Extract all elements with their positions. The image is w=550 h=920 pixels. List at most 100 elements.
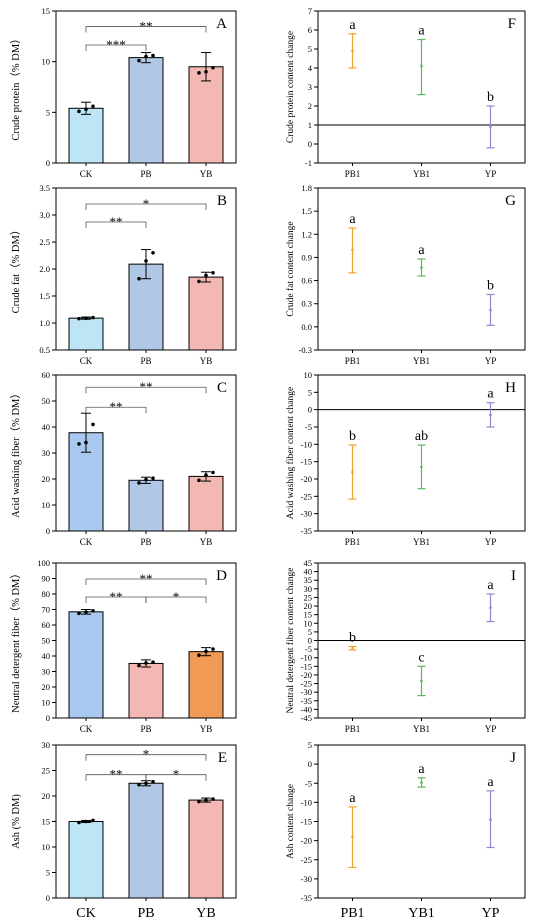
y-tick-label: 80	[42, 589, 51, 599]
y-tick-label: 0	[46, 713, 50, 723]
data-point	[204, 473, 208, 477]
panel-letter: G	[505, 193, 516, 209]
y-axis-label: Crude protein content change	[286, 31, 296, 143]
significance-label: *	[173, 589, 180, 604]
data-point	[151, 779, 155, 784]
data-point	[204, 649, 208, 654]
mean-point	[489, 125, 492, 129]
y-tick-label: 25	[304, 592, 313, 602]
y-tick-label: 0.5	[39, 345, 50, 355]
x-tick-label: CK	[76, 906, 95, 920]
data-point	[144, 661, 148, 665]
x-tick-label: YP	[485, 356, 497, 366]
mean-point	[489, 606, 492, 610]
y-tick-label: 40	[42, 422, 51, 432]
y-tick-label: 0.9	[301, 252, 312, 262]
data-point	[151, 660, 155, 664]
y-tick-label: 15	[42, 817, 51, 827]
x-tick-label: YB	[196, 906, 215, 920]
data-point	[137, 782, 141, 787]
data-point	[197, 478, 201, 483]
x-tick-label: PB	[140, 537, 151, 547]
y-tick-label: -20	[301, 670, 312, 680]
y-axis-label: Crude protein（% DM）	[10, 33, 22, 140]
panel-I: -45-40-35-30-25-20-15-10-505101520253035…	[285, 558, 526, 734]
y-axis-label: Neutral detergent fiber content change	[285, 568, 296, 714]
y-tick-label: 6	[308, 25, 312, 35]
significance-bracket	[85, 203, 207, 210]
significance-bracket	[85, 386, 207, 394]
bar-YB	[188, 651, 224, 719]
x-tick-label: PB1	[345, 356, 361, 366]
significance-label: **	[110, 214, 123, 229]
y-tick-label: -10	[301, 439, 312, 449]
y-tick-label: -20	[301, 836, 312, 846]
y-tick-label: 10	[42, 500, 51, 510]
data-point	[144, 781, 148, 786]
y-tick-label: 10	[304, 370, 313, 380]
data-point	[204, 273, 208, 278]
significance-label: *	[143, 196, 150, 211]
x-tick-label: PB1	[345, 537, 361, 547]
x-tick-label: PB	[140, 356, 151, 366]
data-point	[77, 442, 81, 446]
bar-PB	[128, 782, 164, 899]
significance-bracket	[85, 221, 147, 228]
y-tick-label: -10	[301, 653, 312, 663]
y-tick-label: 60	[42, 620, 51, 630]
y-tick-label: 45	[304, 558, 313, 568]
significance-label: **	[140, 571, 153, 586]
y-axis-label: Crude fat content change	[285, 221, 296, 316]
x-tick-label: PB1	[345, 169, 361, 179]
y-tick-label: 5	[308, 740, 312, 750]
x-tick-label: YP	[485, 537, 497, 547]
y-tick-label: 10	[304, 618, 313, 628]
panel-letter: E	[218, 750, 227, 766]
panel-letter: D	[216, 568, 227, 584]
significance-bracket	[85, 578, 207, 585]
data-point	[211, 470, 215, 475]
data-point	[211, 270, 215, 275]
y-tick-label: -25	[301, 855, 312, 865]
y-tick-label: 10	[42, 698, 51, 708]
y-tick-label: 0	[308, 636, 312, 646]
y-tick-label: -30	[301, 874, 312, 884]
panel-D: 0 10 20 30 40 50 60 70 80 90 100 Neutral detergent …	[10, 558, 237, 734]
y-tick-label: 70	[42, 605, 51, 615]
y-tick-label: 30	[42, 667, 51, 677]
y-tick-label: 5	[46, 107, 50, 117]
data-point	[151, 476, 155, 481]
y-tick-label: -20	[301, 474, 312, 484]
y-tick-label: 0	[46, 893, 50, 903]
mean-point	[420, 64, 423, 68]
panel-letter: A	[216, 16, 227, 32]
group-letter: b	[487, 278, 494, 293]
y-axis-label: Ash (% DM)	[11, 794, 22, 849]
x-tick-label: YB1	[413, 537, 430, 547]
data-point	[91, 818, 95, 823]
y-tick-label: 5	[308, 627, 312, 637]
y-tick-label: 4	[308, 63, 313, 73]
x-tick-label: YB	[200, 356, 213, 366]
data-point	[151, 251, 155, 255]
y-tick-label: 10	[42, 842, 51, 852]
y-tick-label: 0	[308, 139, 312, 149]
data-point	[84, 819, 88, 824]
y-axis-label: Ash content change	[286, 784, 296, 859]
significance-bracket	[85, 406, 147, 414]
data-point	[91, 422, 95, 427]
significance-bracket	[145, 774, 207, 781]
data-point	[91, 608, 95, 613]
group-letter: a	[349, 791, 356, 806]
group-letter: a	[418, 243, 425, 258]
y-tick-label: -25	[301, 491, 312, 501]
y-tick-label: 50	[42, 636, 51, 646]
data-point	[77, 611, 81, 616]
group-letter: b	[349, 631, 356, 646]
mean-point	[489, 308, 492, 312]
mean-point	[351, 470, 354, 474]
mean-point	[420, 679, 423, 683]
x-tick-label: PB1	[345, 724, 361, 734]
